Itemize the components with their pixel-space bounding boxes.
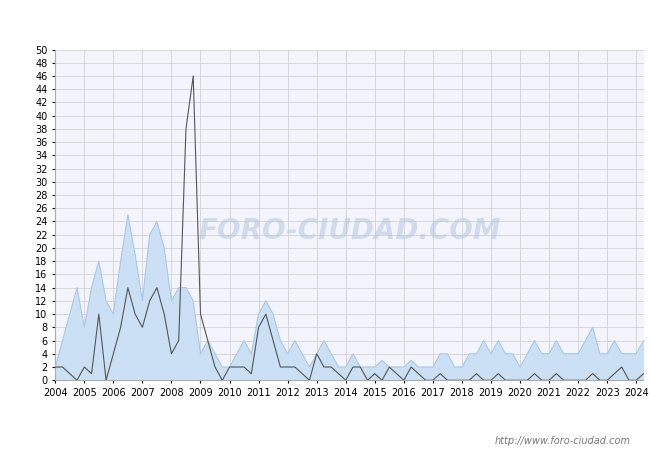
Text: FORO-CIUDAD.COM: FORO-CIUDAD.COM: [198, 217, 500, 245]
Text: http://www.foro-ciudad.com: http://www.foro-ciudad.com: [495, 436, 630, 446]
Text: Olocau - Evolucion del Nº de Transacciones Inmobiliarias: Olocau - Evolucion del Nº de Transaccion…: [80, 16, 570, 31]
